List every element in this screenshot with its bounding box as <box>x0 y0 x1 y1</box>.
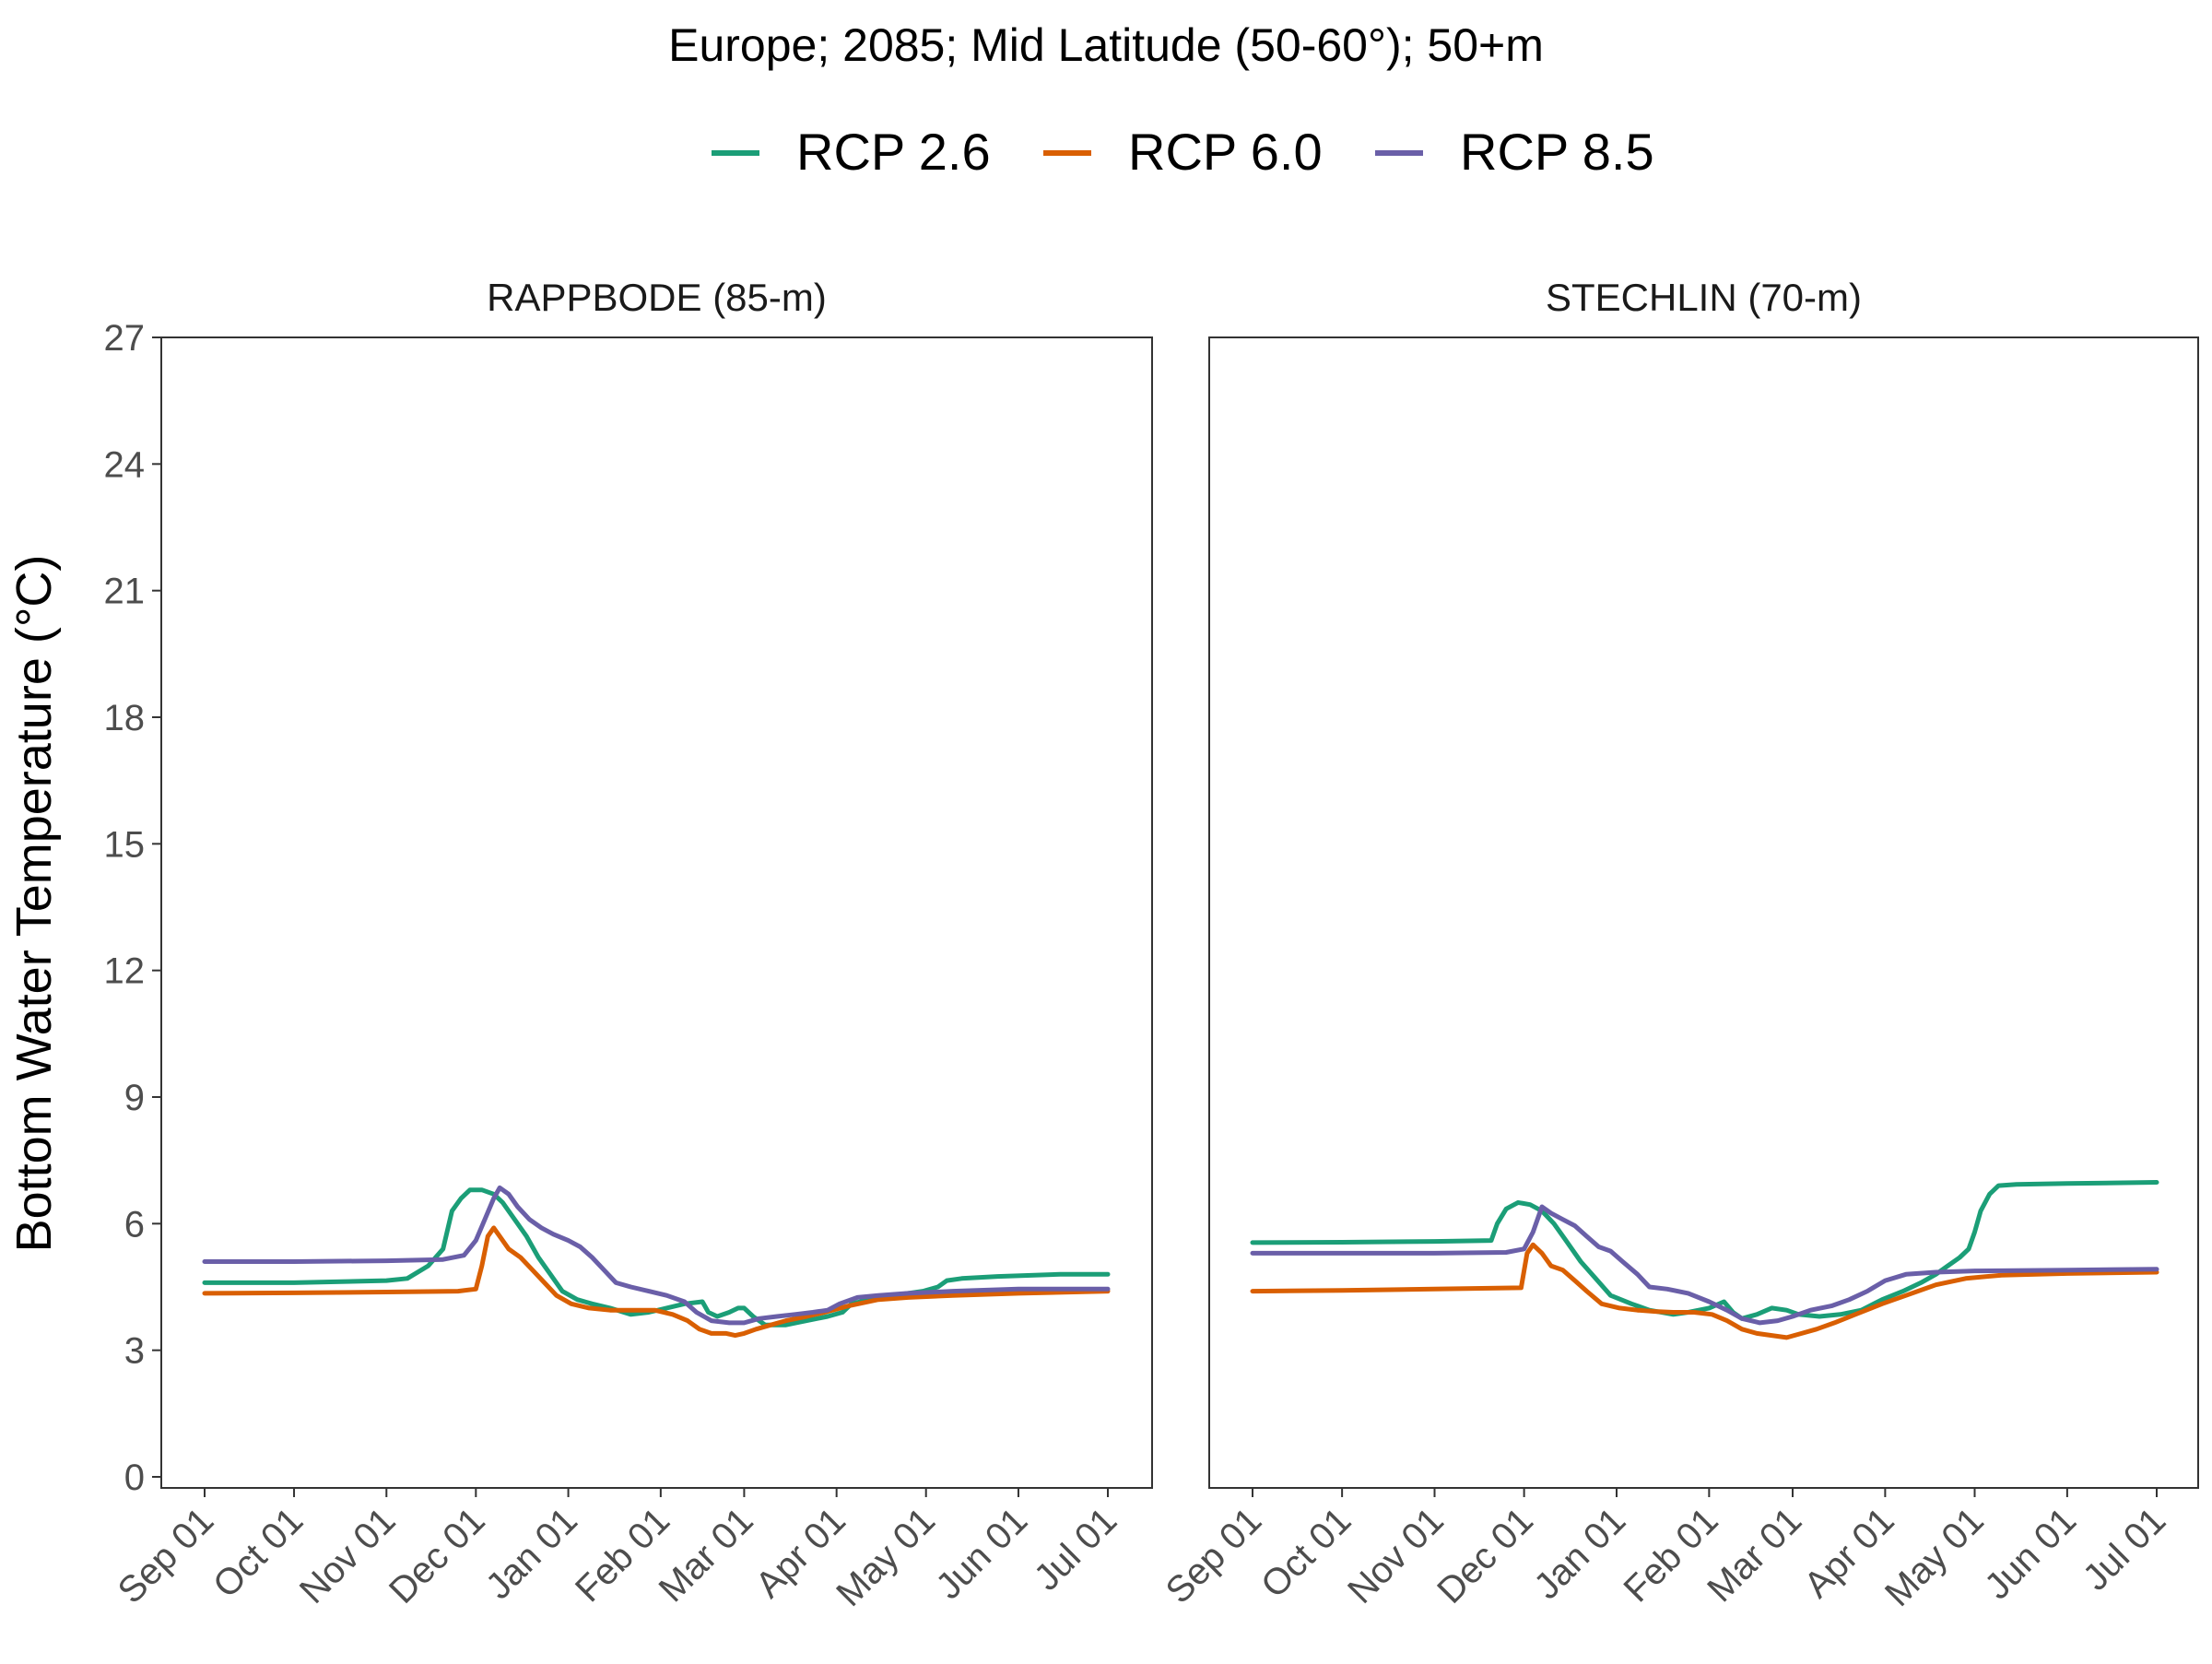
legend-label: RCP 8.5 <box>1460 123 1654 181</box>
y-tick-label: 27 <box>104 318 146 359</box>
series-line-rcp-8-5 <box>202 1185 1111 1326</box>
series-line-rcp-6-0 <box>1250 1242 2159 1340</box>
y-tick-label: 24 <box>104 444 146 485</box>
x-tick-label: Feb 01 <box>1617 1500 1726 1610</box>
x-tick-label: Feb 01 <box>568 1500 677 1610</box>
y-tick-label: 21 <box>104 572 146 612</box>
x-tick-label: Oct 01 <box>206 1500 311 1605</box>
x-tick-label: Jun 01 <box>1977 1500 2084 1607</box>
x-tick-label: Sep 01 <box>1159 1500 1270 1611</box>
x-tick-label: Nov 01 <box>1340 1500 1452 1611</box>
x-tick-label: Dec 01 <box>382 1500 493 1611</box>
y-axis-label: Bottom Water Temperature (°C) <box>6 555 62 1253</box>
panel-1: RAPPBODE (85-m) 0 3 6 9 12 15 18 21 24 27 Sep 01Oct… <box>104 276 1153 1614</box>
x-tick-label: Jun 01 <box>928 1500 1035 1607</box>
legend-item-3: RCP 8.5 <box>1375 123 1654 181</box>
panel-border <box>1208 336 2199 1489</box>
x-tick-label: May 01 <box>1877 1500 1992 1614</box>
x-tick-label: Mar 01 <box>652 1500 761 1610</box>
chart-title: Europe; 2085; Mid Latitude (50-60°); 50+… <box>668 19 1544 71</box>
legend-item-2: RCP 6.0 <box>1043 123 1323 181</box>
legend-label: RCP 2.6 <box>796 123 991 181</box>
y-tick-label: 6 <box>124 1204 145 1245</box>
x-tick-label: Mar 01 <box>1700 1500 1809 1610</box>
y-tick-label: 3 <box>124 1331 145 1372</box>
x-tick-label: Dec 01 <box>1430 1500 1541 1611</box>
y-tick-label: 9 <box>124 1078 145 1118</box>
y-tick-label: 18 <box>104 698 146 738</box>
x-tick-label: Jul 01 <box>1027 1500 1125 1599</box>
panel-border <box>160 336 1153 1489</box>
series-line-rcp-8-5 <box>1250 1204 2159 1326</box>
x-tick-label: Jan 01 <box>478 1500 585 1607</box>
series-line-rcp-2-6 <box>202 1187 1111 1328</box>
panel-title: RAPPBODE (85-m) <box>487 276 827 319</box>
x-tick-label: Jul 01 <box>2076 1500 2174 1599</box>
legend-item-1: RCP 2.6 <box>712 123 991 181</box>
x-tick-label: Nov 01 <box>292 1500 404 1611</box>
y-tick-label: 12 <box>104 951 146 992</box>
legend: RCP 2.6 RCP 6.0 RCP 8.5 <box>712 123 1654 181</box>
legend-label: RCP 6.0 <box>1128 123 1323 181</box>
x-tick-label: May 01 <box>829 1500 943 1614</box>
x-tick-label: Oct 01 <box>1253 1500 1359 1605</box>
x-tick-label: Sep 01 <box>111 1500 222 1611</box>
y-tick-label: 0 <box>124 1457 145 1498</box>
panel-title: STECHLIN (70-m) <box>1546 276 1862 319</box>
x-tick-label: Jan 01 <box>1526 1500 1633 1607</box>
y-tick-label: 15 <box>104 824 146 865</box>
